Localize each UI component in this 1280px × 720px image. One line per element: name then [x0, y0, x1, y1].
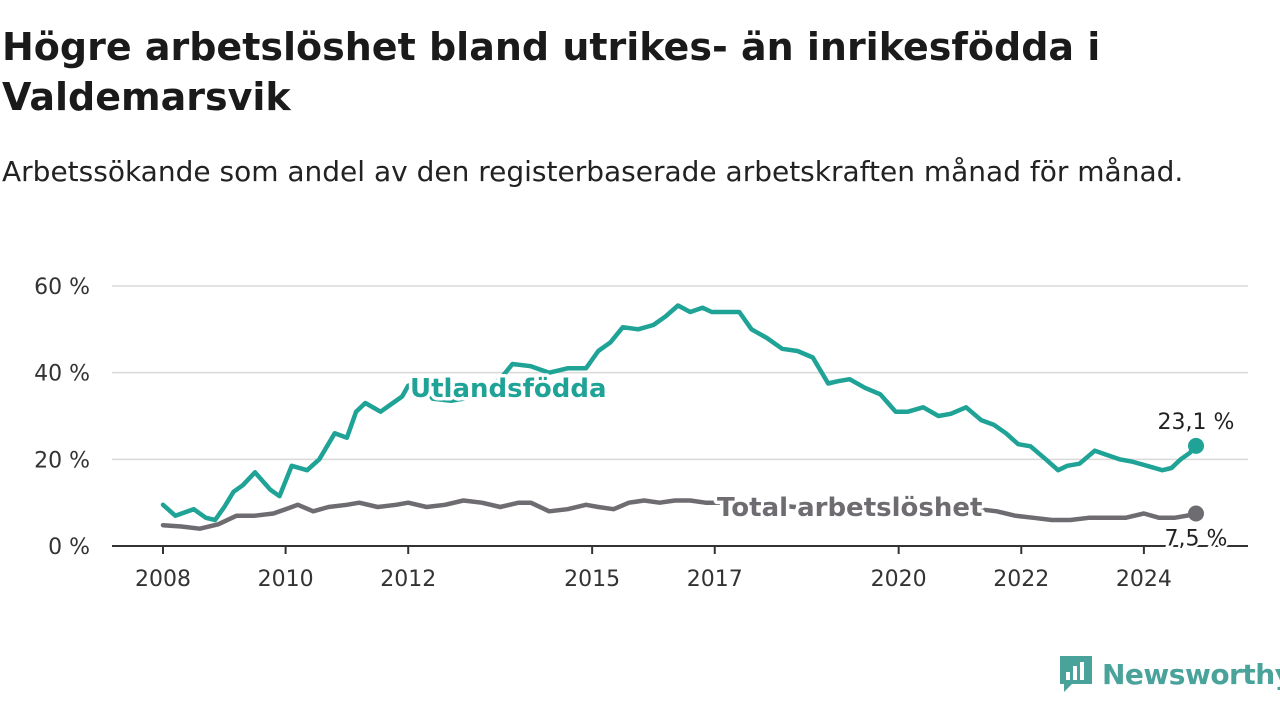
x-tick-label: 2010 — [258, 567, 314, 592]
chart-title: Högre arbetslöshet bland utrikes- än inr… — [2, 25, 1101, 119]
x-tick-label: 2012 — [380, 567, 436, 592]
y-tick-label: 0 % — [48, 535, 90, 560]
end-value-label-utlandsfodda: 23,1 % — [1158, 410, 1235, 435]
series-label-utlandsfodda: Utlandsfödda — [410, 374, 607, 404]
x-tick-label: 2020 — [871, 567, 927, 592]
x-tick-label: 2024 — [1116, 567, 1172, 592]
series-line-total — [160, 498, 1199, 531]
y-tick-label: 40 % — [34, 362, 90, 387]
end-value-label-total: 7,5 % — [1165, 527, 1228, 552]
x-tick-label: 2017 — [687, 567, 743, 592]
y-tick-label: 20 % — [34, 448, 90, 473]
x-tick-label: 2008 — [135, 567, 191, 592]
newsworthy-logo-text: Newsworthy — [1102, 657, 1280, 691]
chart-subtitle: Arbetssökande som andel av den registerb… — [2, 155, 1184, 188]
series-end-point-total — [1188, 505, 1204, 522]
newsworthy-logo-icon — [1060, 656, 1092, 692]
series-end-point-utlandsfodda — [1188, 437, 1204, 454]
series-line-utlandsfodda — [160, 303, 1199, 523]
x-tick-label: 2015 — [564, 567, 620, 592]
series-label-total: Total arbetslöshet — [717, 493, 982, 523]
x-tick-label: 2022 — [993, 567, 1049, 592]
newsworthy-logo[interactable]: Newsworthy — [1058, 654, 1280, 694]
y-tick-label: 60 % — [34, 275, 90, 300]
